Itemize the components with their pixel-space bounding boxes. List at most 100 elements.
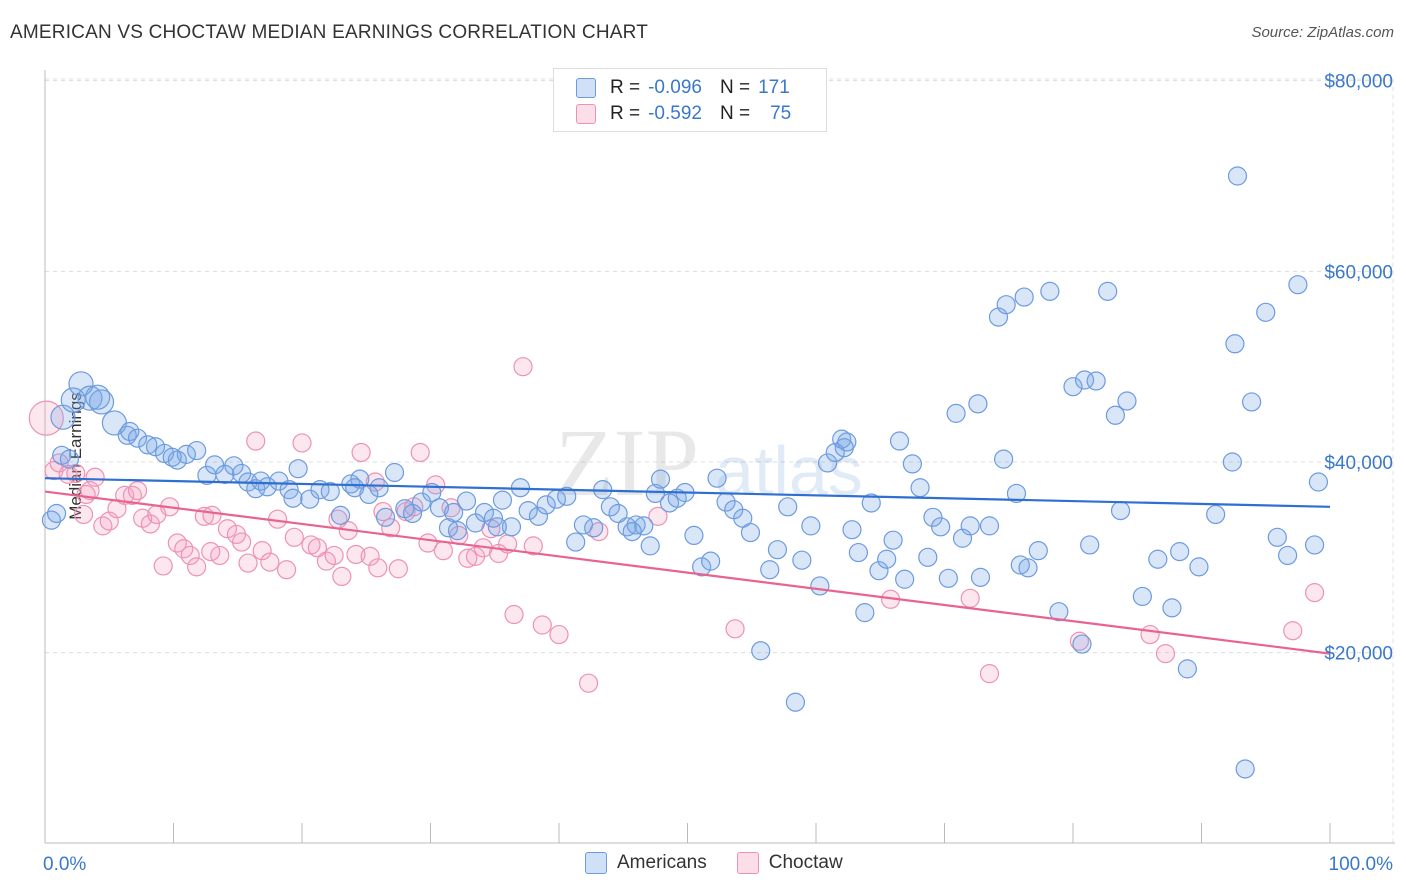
choctaw-point	[246, 431, 266, 451]
american-point	[1072, 634, 1092, 654]
x-tick-label-1: 100.0%	[1329, 854, 1394, 875]
american-point	[1014, 287, 1034, 307]
american-point	[855, 603, 875, 623]
american-point	[707, 468, 727, 488]
american-point	[923, 507, 943, 527]
american-point	[1049, 602, 1069, 622]
american-point	[1288, 275, 1308, 295]
american-point	[792, 550, 812, 570]
american-point	[1170, 542, 1190, 562]
american-point	[1006, 483, 1027, 504]
american-point	[946, 403, 966, 423]
choctaw-point	[324, 545, 344, 566]
legend-r-label: R =	[610, 103, 641, 124]
american-point	[447, 521, 468, 541]
american-point	[960, 516, 980, 536]
bottom-swatch-choctaw	[736, 852, 759, 874]
american-point	[902, 454, 922, 474]
american-point	[895, 569, 915, 589]
choctaw-point	[316, 551, 337, 571]
american-point	[751, 641, 771, 661]
american-point	[46, 503, 67, 524]
american-point	[778, 497, 798, 517]
choctaw-point	[1304, 583, 1325, 603]
choctaw-point	[284, 527, 304, 547]
american-point	[1242, 392, 1262, 412]
american-point	[411, 492, 432, 512]
american-point	[996, 295, 1016, 315]
american-point	[622, 521, 642, 542]
bottom-legend-choctaw[interactable]: Choctaw	[736, 852, 843, 874]
choctaw-point	[115, 485, 135, 505]
american-point	[1148, 549, 1168, 569]
american-point	[1222, 452, 1242, 472]
american-point	[785, 692, 806, 712]
choctaw-point	[73, 504, 94, 525]
american-point	[650, 469, 671, 489]
y-tick-label-3: $80,000	[1324, 72, 1393, 93]
choctaw-point	[513, 357, 533, 377]
american-point	[566, 532, 586, 552]
american-point	[518, 501, 538, 521]
y-tick-label-2: $60,000	[1324, 262, 1393, 283]
american-point	[444, 502, 464, 523]
choctaw-point	[76, 484, 96, 505]
american-point	[979, 516, 1000, 536]
choctaw-point	[153, 556, 173, 576]
american-point	[345, 478, 365, 498]
choctaw-point	[346, 544, 366, 565]
american-point	[994, 449, 1014, 469]
american-point	[667, 488, 687, 508]
choctaw-point	[85, 467, 105, 487]
american-point	[931, 517, 951, 537]
watermark: ZIP atlas	[555, 409, 863, 516]
american-point	[1010, 555, 1030, 575]
american-point	[767, 540, 788, 560]
choctaw-point	[351, 442, 371, 463]
choctaw-point	[578, 673, 599, 693]
american-point	[1018, 558, 1038, 578]
trend-lines	[44, 477, 1331, 655]
american-point	[1277, 545, 1298, 566]
legend-n-value-choctaw: 75	[770, 103, 792, 124]
american-point	[283, 488, 303, 508]
american-point	[288, 459, 308, 479]
choctaw-point	[979, 664, 1000, 684]
choctaw-point	[388, 559, 408, 579]
american-point	[848, 542, 869, 563]
american-point	[883, 530, 903, 550]
choctaw-point	[127, 481, 148, 501]
american-point	[1256, 302, 1276, 322]
american-point	[600, 497, 621, 517]
bottom-legend-americans[interactable]: Americans	[585, 852, 707, 874]
choctaw-point	[292, 433, 312, 453]
american-point	[1206, 504, 1226, 525]
american-point	[684, 525, 704, 546]
american-point	[59, 449, 80, 469]
american-point	[760, 560, 780, 580]
american-point	[384, 462, 405, 483]
chart-title: AMERICAN VS CHOCTAW MEDIAN EARNINGS CORR…	[10, 22, 649, 43]
american-point	[938, 568, 958, 588]
y-tick-label-1: $40,000	[1324, 453, 1393, 474]
american-point	[810, 576, 830, 596]
american-point	[536, 495, 556, 515]
choctaw-point	[180, 545, 200, 566]
american-point	[1080, 535, 1100, 555]
american-point	[1177, 659, 1197, 679]
american-point	[834, 438, 854, 458]
american-point	[369, 478, 389, 498]
american-point	[910, 478, 930, 498]
american-point	[608, 503, 628, 524]
american-point	[127, 428, 148, 448]
american-point	[251, 471, 271, 491]
american-point	[224, 456, 244, 476]
legend-swatch-choctaw	[576, 104, 596, 124]
tick-labels: $20,000 $40,000 $60,000 $80,000 0.0% 100.0%	[43, 72, 1393, 875]
american-point	[869, 561, 889, 581]
american-point	[492, 490, 513, 510]
american-point	[557, 486, 577, 506]
x-tick-label-0: 0.0%	[43, 854, 86, 875]
source-label: Source: ZipAtlas.com	[1251, 24, 1394, 41]
choctaw-point	[960, 588, 980, 608]
